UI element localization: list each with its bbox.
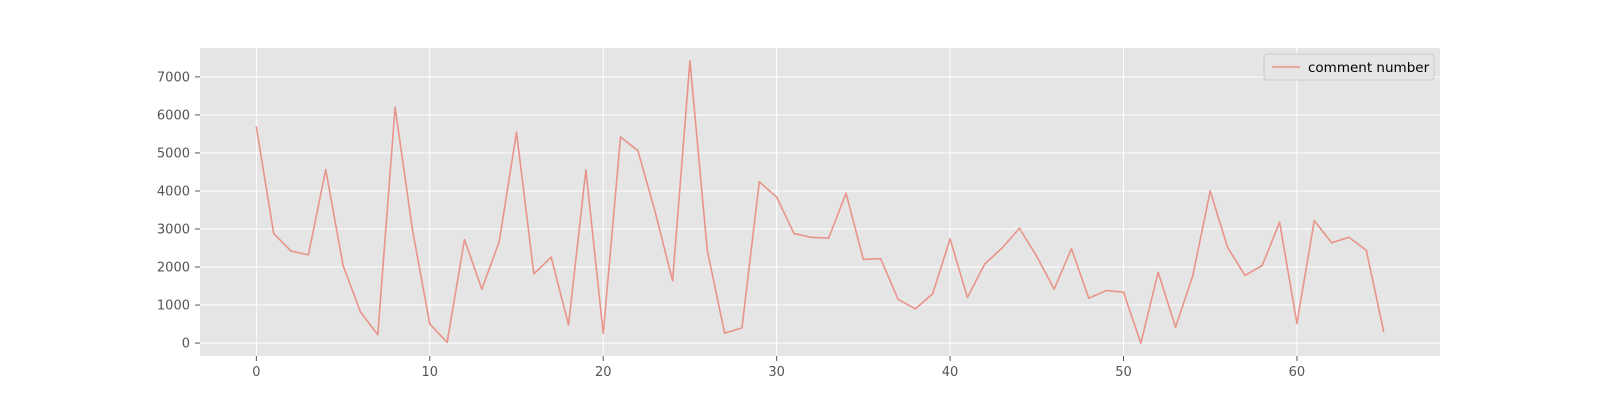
y-tick-label: 1000 — [157, 299, 190, 314]
data-point — [463, 238, 466, 241]
data-point — [1035, 255, 1038, 258]
data-point — [1018, 227, 1021, 230]
data-point — [741, 327, 743, 329]
data-point — [307, 254, 310, 256]
data-point — [810, 236, 813, 239]
data-point — [654, 211, 657, 214]
data-point — [637, 149, 639, 152]
plot-area — [200, 48, 1440, 356]
data-point — [1244, 274, 1246, 277]
legend-box — [1263, 53, 1435, 81]
data-point — [428, 323, 431, 325]
x-tick-label: 50 — [1115, 365, 1132, 380]
x-tick-label: 20 — [595, 365, 612, 380]
x-tick-label: 60 — [1289, 365, 1306, 380]
data-point — [1070, 247, 1073, 250]
data-point — [983, 263, 986, 265]
data-point — [1209, 190, 1212, 192]
data-point — [931, 292, 934, 295]
data-point — [1157, 271, 1159, 274]
data-point — [1001, 247, 1003, 249]
series-layer — [255, 60, 1385, 344]
data-point — [342, 264, 344, 267]
y-tick-label: 2000 — [157, 261, 190, 276]
data-point — [533, 273, 535, 275]
legend-label: comment number — [1308, 60, 1430, 76]
data-point — [1192, 274, 1194, 277]
data-point — [1122, 291, 1125, 293]
data-point — [602, 332, 605, 334]
data-point — [394, 106, 396, 109]
x-tick-label: 0 — [252, 365, 260, 380]
legend: comment number — [1263, 53, 1435, 81]
y-tick-label: 3000 — [157, 222, 190, 237]
y-tick-label: 0 — [182, 337, 190, 352]
data-point — [324, 168, 327, 171]
y-tick-label: 4000 — [157, 184, 190, 199]
data-point — [845, 192, 847, 195]
data-point — [1330, 241, 1333, 244]
data-point — [411, 228, 414, 231]
x-tick-label: 10 — [422, 365, 439, 380]
data-point — [446, 341, 448, 344]
data-point — [272, 232, 275, 235]
data-point — [498, 241, 500, 243]
data-point — [862, 258, 865, 261]
data-point — [793, 232, 795, 235]
data-point — [1174, 326, 1177, 328]
x-tick-label: 40 — [942, 365, 959, 380]
data-point — [1261, 264, 1264, 267]
data-point — [671, 279, 674, 282]
data-point — [585, 169, 587, 171]
data-point — [1053, 288, 1055, 290]
data-point — [706, 249, 709, 252]
data-point — [914, 308, 917, 310]
data-point — [897, 298, 899, 301]
data-point — [949, 238, 951, 240]
data-point — [723, 332, 726, 334]
data-point — [879, 257, 882, 260]
data-point — [1348, 236, 1350, 239]
data-point — [619, 136, 622, 138]
data-point — [550, 256, 552, 258]
data-point — [1296, 322, 1298, 325]
series-line-0 — [255, 60, 1385, 344]
y-tick-label: 7000 — [157, 70, 190, 85]
data-point — [359, 311, 362, 313]
data-point — [1105, 289, 1107, 292]
data-point — [1365, 249, 1368, 252]
data-point — [255, 126, 258, 128]
gridlines — [200, 48, 1440, 356]
data-point — [1140, 342, 1142, 344]
x-tick-label: 30 — [768, 365, 785, 380]
data-point — [1313, 219, 1316, 222]
axis-ticks: 0 1000 2000 3000 4000 5000 6000 7000 0 10 20 30 40 50… — [157, 70, 1305, 380]
data-point — [1382, 330, 1385, 333]
data-point — [376, 333, 379, 336]
y-tick-label: 6000 — [157, 108, 190, 123]
data-point — [1226, 246, 1229, 249]
data-point — [689, 60, 691, 62]
data-point — [1088, 297, 1090, 300]
data-point — [1278, 221, 1281, 223]
data-point — [775, 196, 778, 198]
data-point — [567, 324, 570, 326]
data-point — [827, 237, 830, 239]
data-point — [515, 131, 518, 134]
data-point — [290, 250, 292, 252]
data-point — [966, 296, 969, 299]
y-tick-label: 5000 — [157, 146, 190, 161]
data-point — [758, 181, 761, 183]
data-point — [481, 288, 483, 290]
